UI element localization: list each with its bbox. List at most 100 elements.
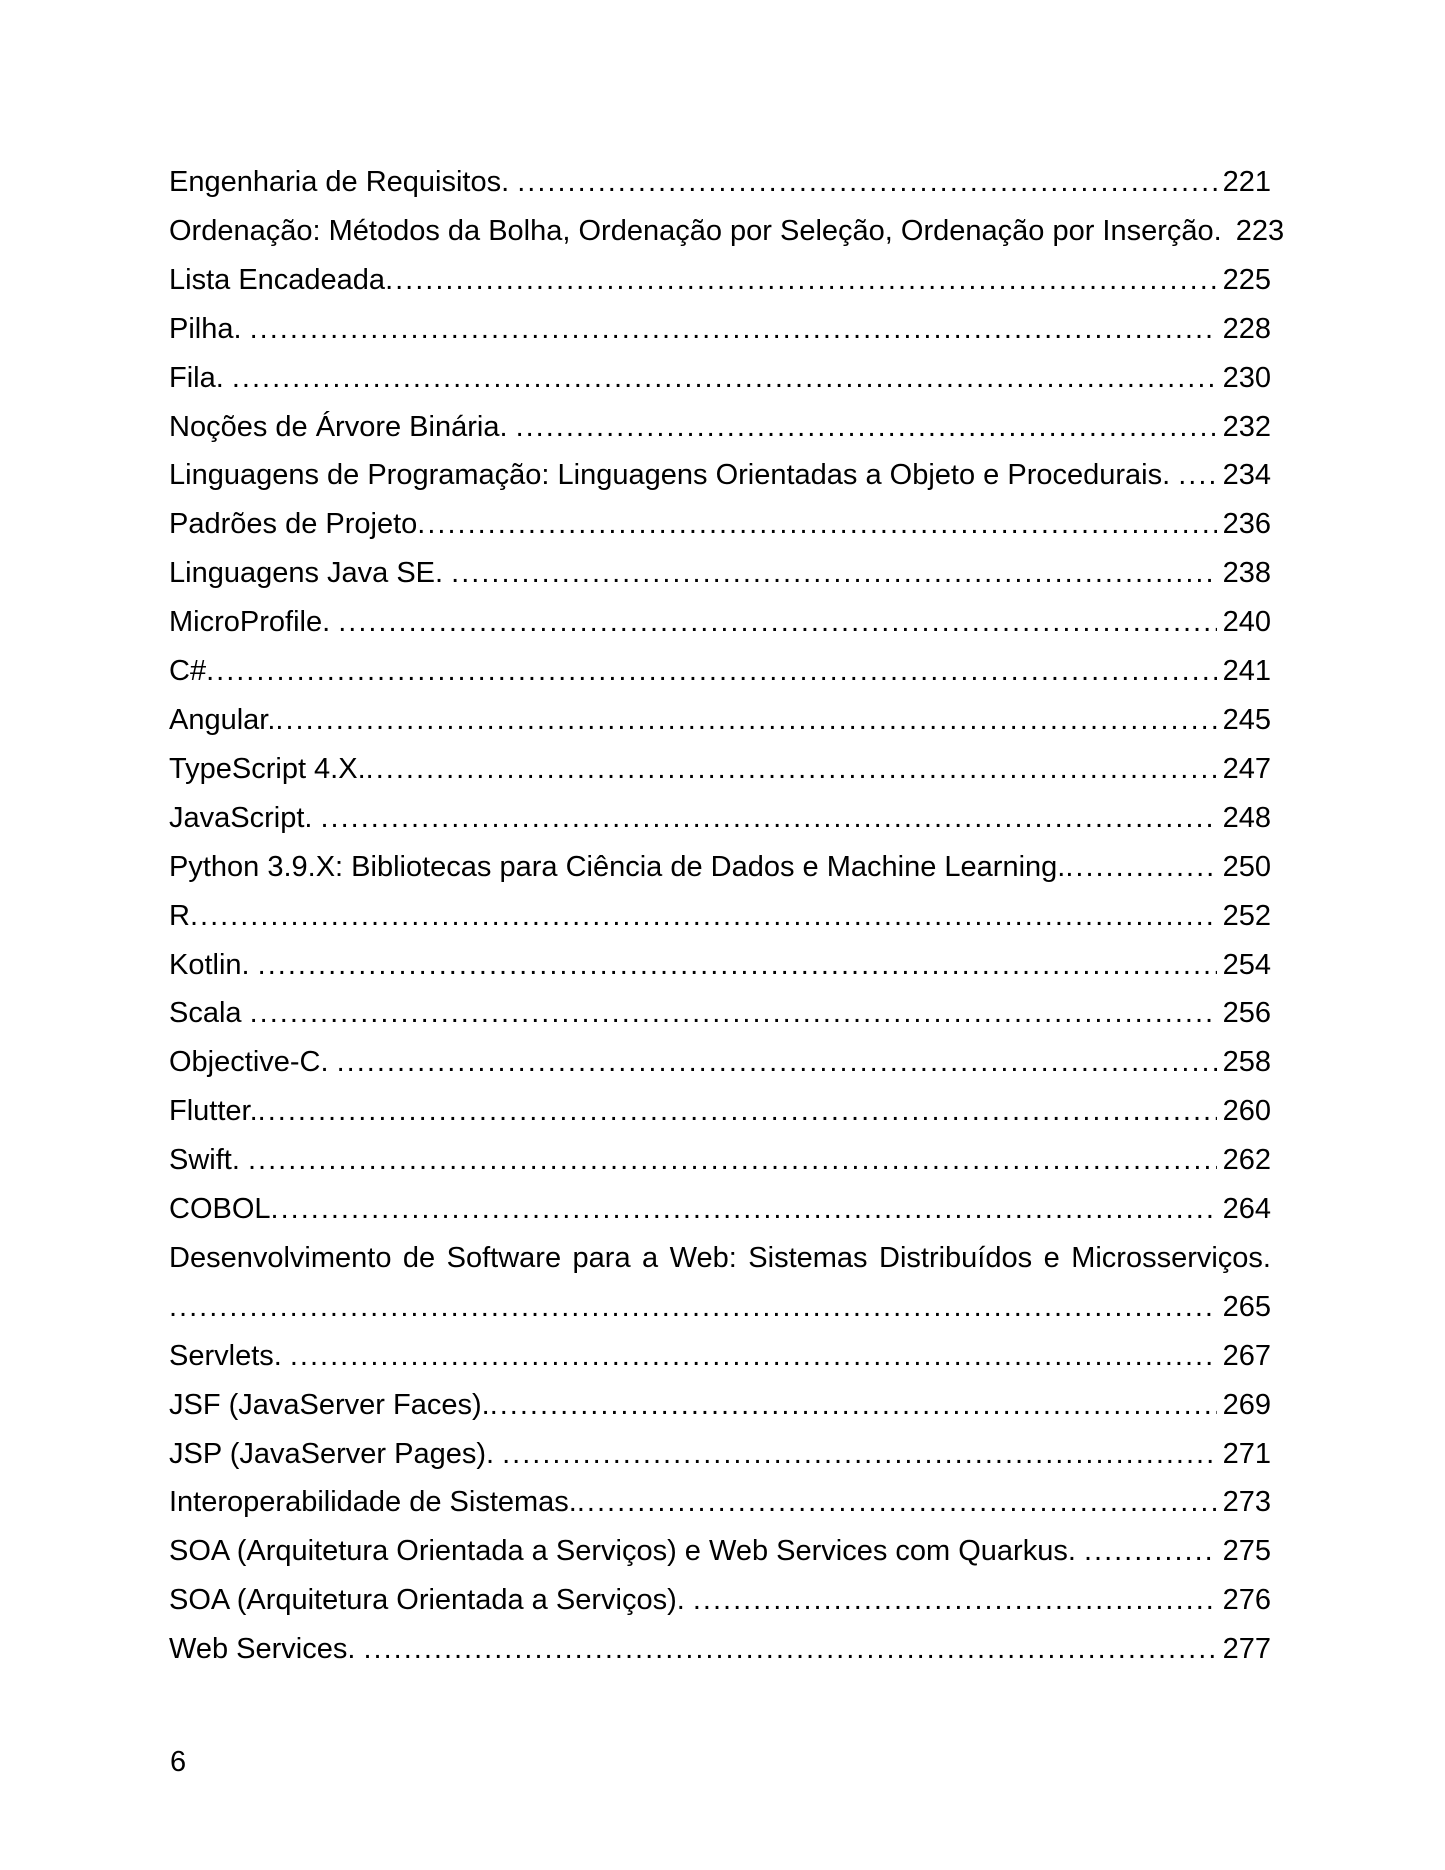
- toc-entry-title: MicroProfile.: [169, 606, 339, 639]
- toc-leader-dots: [693, 1576, 1217, 1625]
- toc-entry[interactable]: Angular. 245: [169, 696, 1271, 745]
- toc-entry[interactable]: JavaScript. 248: [169, 794, 1271, 843]
- table-of-contents: Engenharia de Requisitos. 221 Ordenação:…: [169, 158, 1284, 1674]
- toc-entry-page-number: 271: [1222, 1437, 1271, 1470]
- toc-leader-dots: [337, 1038, 1217, 1087]
- toc-leader-dots: [250, 989, 1217, 1038]
- toc-leader-dots: [248, 1136, 1217, 1185]
- toc-leader-dots: [275, 696, 1216, 745]
- toc-entry-page-number: 275: [1222, 1535, 1271, 1568]
- toc-entry[interactable]: JSP (JavaServer Pages). 271: [169, 1430, 1271, 1479]
- toc-entry[interactable]: SOA (Arquitetura Orientada a Serviços). …: [169, 1576, 1271, 1625]
- toc-entry-title: JSF (JavaServer Faces).: [169, 1388, 490, 1421]
- toc-entry-page-number: 252: [1222, 899, 1271, 932]
- toc-entry-page-number: 245: [1222, 703, 1271, 736]
- toc-leader-dots: [232, 354, 1217, 403]
- toc-entry-title: Ordenação: Métodos da Bolha, Ordenação p…: [169, 214, 1230, 247]
- toc-leader-dots: [451, 549, 1216, 598]
- toc-leader-dots: [502, 1430, 1217, 1479]
- toc-entry-page-number: 230: [1222, 361, 1271, 394]
- toc-leader-dots: [250, 305, 1217, 354]
- toc-entry-title: JSP (JavaServer Pages).: [169, 1437, 503, 1470]
- toc-entry-title: Noções de Árvore Binária.: [169, 410, 516, 443]
- toc-entry[interactable]: Engenharia de Requisitos. 221: [169, 158, 1271, 207]
- toc-entry-page-number: 264: [1222, 1193, 1271, 1226]
- toc-entry-page-number: 238: [1222, 557, 1271, 590]
- toc-entry[interactable]: Swift. 262: [169, 1136, 1271, 1185]
- toc-entry-title: Swift.: [169, 1144, 248, 1177]
- toc-entry-title: Interoperabilidade de Sistemas.: [169, 1486, 577, 1519]
- toc-leader-dots: [190, 892, 1217, 941]
- toc-entry-page-number: 269: [1222, 1388, 1271, 1421]
- toc-entry[interactable]: Scala 256: [169, 989, 1271, 1038]
- toc-entry-title: Linguagens Java SE.: [169, 557, 452, 590]
- toc-leader-dots: [516, 403, 1217, 452]
- toc-entry-page-number: 267: [1222, 1339, 1271, 1372]
- toc-entry-title: Engenharia de Requisitos.: [169, 166, 518, 198]
- toc-entry[interactable]: Linguagens Java SE. 238: [169, 549, 1271, 598]
- toc-entry[interactable]: JSF (JavaServer Faces). 269: [169, 1381, 1271, 1430]
- toc-entry[interactable]: C# 241: [169, 647, 1271, 696]
- toc-entry-title: Servlets.: [169, 1339, 290, 1372]
- toc-entry-title: Lista Encadeada: [169, 263, 386, 296]
- toc-entry-page-number: 265: [1222, 1290, 1271, 1323]
- toc-entry[interactable]: COBOL 264: [169, 1185, 1271, 1234]
- toc-entry-title: JavaScript.: [169, 801, 321, 834]
- toc-leader-dots: [363, 1625, 1216, 1674]
- toc-entry[interactable]: Servlets. 267: [169, 1332, 1271, 1381]
- toc-entry-page-number: 248: [1222, 801, 1271, 834]
- toc-entry-title: SOA (Arquitetura Orientada a Serviços) e…: [169, 1535, 1084, 1568]
- toc-entry-title: Padrões de Projeto: [169, 508, 418, 541]
- toc-entry[interactable]: SOA (Arquitetura Orientada a Serviços) e…: [169, 1527, 1271, 1576]
- toc-leader-dots: [169, 1283, 1217, 1332]
- toc-entry-title: Objective-C.: [169, 1046, 337, 1079]
- toc-leader-dots: [366, 745, 1217, 794]
- toc-entry[interactable]: Fila. 230: [169, 354, 1271, 403]
- toc-entry-page-number: 276: [1222, 1584, 1271, 1617]
- toc-entry-title: Fila.: [169, 361, 232, 394]
- footer-page-number: 6: [170, 1746, 187, 1778]
- toc-leader-dots: [1084, 1527, 1217, 1576]
- toc-entry[interactable]: 265: [169, 1283, 1271, 1332]
- toc-entry-page-number: 277: [1222, 1633, 1271, 1666]
- toc-leader-dots: [1178, 451, 1216, 500]
- toc-entry-title: SOA (Arquitetura Orientada a Serviços).: [169, 1584, 693, 1617]
- toc-leader-dots: [206, 647, 1217, 696]
- toc-leader-dots: [517, 158, 1216, 207]
- toc-entry[interactable]: TypeScript 4.X. 247: [169, 745, 1271, 794]
- toc-leader-dots: [258, 941, 1217, 990]
- toc-leader-dots: [577, 1478, 1217, 1527]
- toc-entry-page-number: 232: [1222, 410, 1271, 443]
- toc-entry[interactable]: Objective-C. 258: [169, 1038, 1271, 1087]
- toc-entry[interactable]: Python 3.9.X: Bibliotecas para Ciência d…: [169, 843, 1271, 892]
- toc-entry[interactable]: Linguagens de Programação: Linguagens Or…: [169, 451, 1271, 500]
- toc-entry[interactable]: Desenvolvimento de Software para a Web: …: [169, 1234, 1271, 1283]
- toc-leader-dots: [385, 256, 1217, 305]
- toc-entry[interactable]: Interoperabilidade de Sistemas. 273: [169, 1478, 1271, 1527]
- toc-entry-title: Angular.: [169, 703, 276, 736]
- toc-entry-title: TypeScript 4.X.: [169, 752, 366, 785]
- toc-entry-title: Pilha.: [169, 312, 250, 345]
- toc-entry-page-number: 262: [1222, 1144, 1271, 1177]
- toc-entry[interactable]: Web Services. 277: [169, 1625, 1271, 1674]
- toc-entry-page-number: 240: [1222, 606, 1271, 639]
- toc-entry-page-number: 234: [1222, 459, 1271, 492]
- toc-entry[interactable]: Pilha. 228: [169, 305, 1271, 354]
- toc-entry-title: Web Services.: [169, 1633, 364, 1666]
- toc-entry-title: COBOL: [169, 1193, 271, 1226]
- toc-entry-title: Linguagens de Programação: Linguagens Or…: [169, 459, 1179, 492]
- toc-entry[interactable]: Flutter. 260: [169, 1087, 1271, 1136]
- toc-entry[interactable]: Ordenação: Métodos da Bolha, Ordenação p…: [169, 207, 1284, 256]
- toc-entry[interactable]: Padrões de Projeto 236: [169, 500, 1271, 549]
- toc-entry[interactable]: MicroProfile. 240: [169, 598, 1271, 647]
- toc-entry[interactable]: Noções de Árvore Binária. 232: [169, 403, 1271, 452]
- toc-entry[interactable]: Kotlin. 254: [169, 941, 1271, 990]
- toc-leader-dots: [1065, 843, 1216, 892]
- toc-leader-dots: [258, 1087, 1217, 1136]
- toc-entry-page-number: 241: [1222, 655, 1271, 688]
- toc-entry-page-number: 223: [1235, 214, 1285, 247]
- toc-entry-page-number: 221: [1222, 166, 1271, 198]
- toc-entry[interactable]: R 252: [169, 892, 1271, 941]
- toc-entry-title: Desenvolvimento de Software para a Web: …: [169, 1241, 1271, 1274]
- toc-entry[interactable]: Lista Encadeada 225: [169, 256, 1271, 305]
